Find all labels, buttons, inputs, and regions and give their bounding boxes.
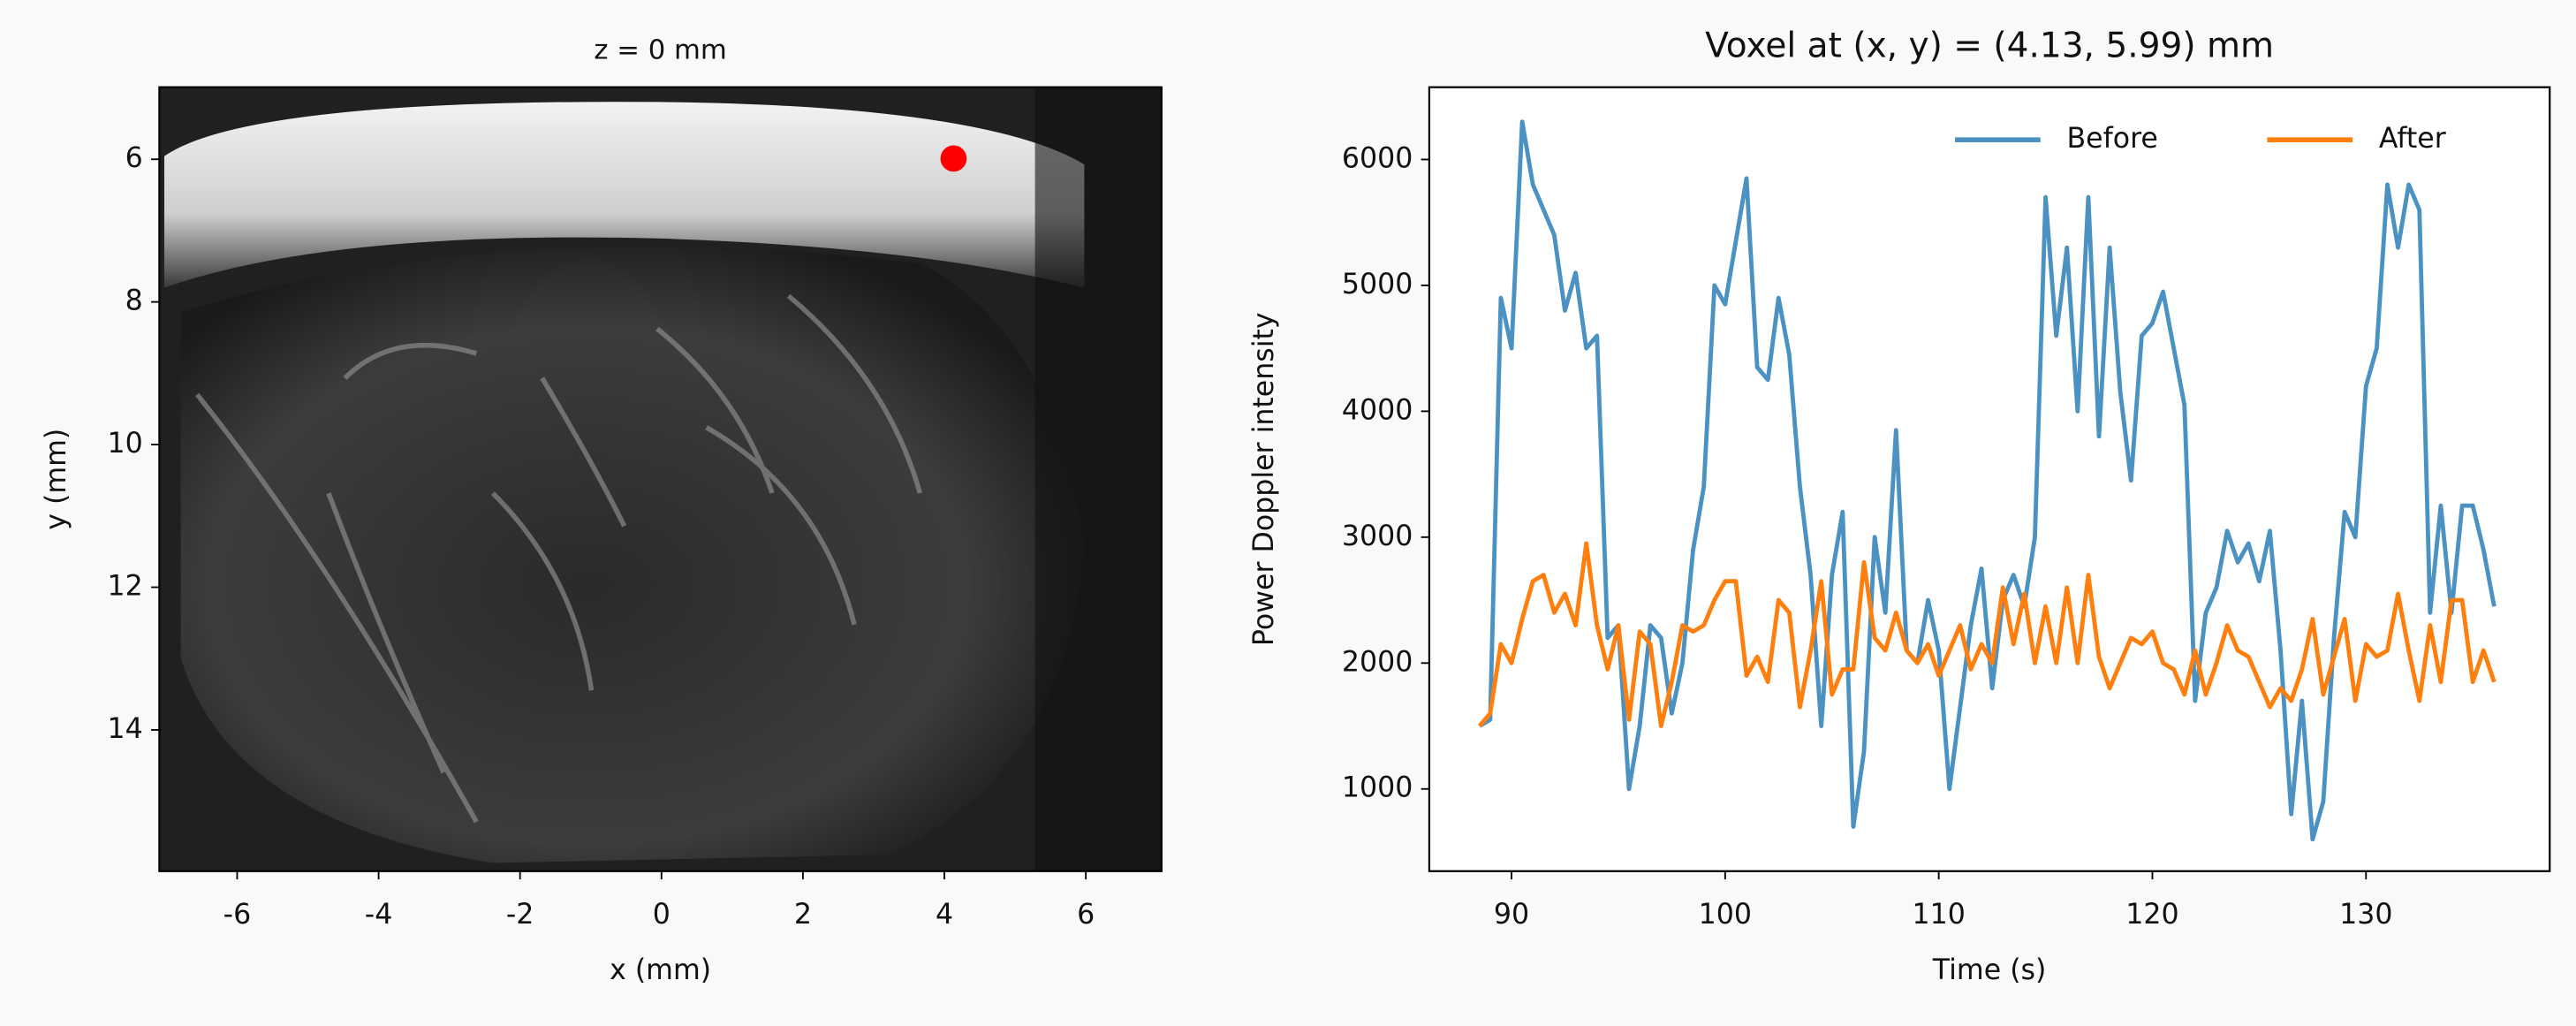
y-tick-label: 6 (125, 142, 143, 174)
y-axis-label: y (mm) (41, 429, 72, 530)
x-tick-label: -4 (365, 899, 393, 931)
y-axis-label: Power Doppler intensity (1248, 312, 1280, 646)
x-tick-label: -2 (506, 899, 534, 931)
y-tick-label: 2000 (1342, 646, 1413, 678)
axes-frame (158, 86, 1163, 872)
ultrasound-image (159, 87, 1162, 871)
chart-title: z = 0 mm (594, 34, 726, 65)
x-axis-label: x (mm) (610, 954, 711, 986)
legend-label: Before (2066, 123, 2157, 155)
x-axis-label: Time (s) (1932, 954, 2047, 986)
x-tick-label: 6 (1077, 899, 1095, 931)
x-tick-label: 100 (1699, 899, 1752, 931)
x-tick-label: 4 (936, 899, 953, 931)
y-tick-label: 12 (108, 571, 143, 603)
x-tick-label: 120 (2125, 899, 2178, 931)
y-tick-label: 1000 (1342, 772, 1413, 804)
y-tick-label: 8 (125, 285, 143, 317)
y-tick-label: 3000 (1342, 521, 1413, 552)
x-tick-label: 130 (2339, 899, 2392, 931)
chart-title: Voxel at (x, y) = (4.13, 5.99) mm (1705, 27, 2274, 66)
x-tick-label: 90 (1494, 899, 1529, 931)
y-tick-label: 5000 (1342, 269, 1413, 300)
y-tick-label: 6000 (1342, 142, 1413, 174)
x-tick-label: 110 (1912, 899, 1965, 931)
voxel-marker (940, 145, 967, 172)
legend-label: After (2379, 123, 2446, 155)
axes-frame (1428, 86, 2551, 872)
y-tick-label: 4000 (1342, 394, 1413, 426)
y-tick-label: 14 (108, 713, 143, 745)
x-tick-label: -6 (224, 899, 252, 931)
series-line (1477, 541, 2496, 728)
x-tick-label: 2 (794, 899, 812, 931)
y-tick-label: 10 (108, 428, 143, 460)
x-tick-label: 0 (653, 899, 671, 931)
